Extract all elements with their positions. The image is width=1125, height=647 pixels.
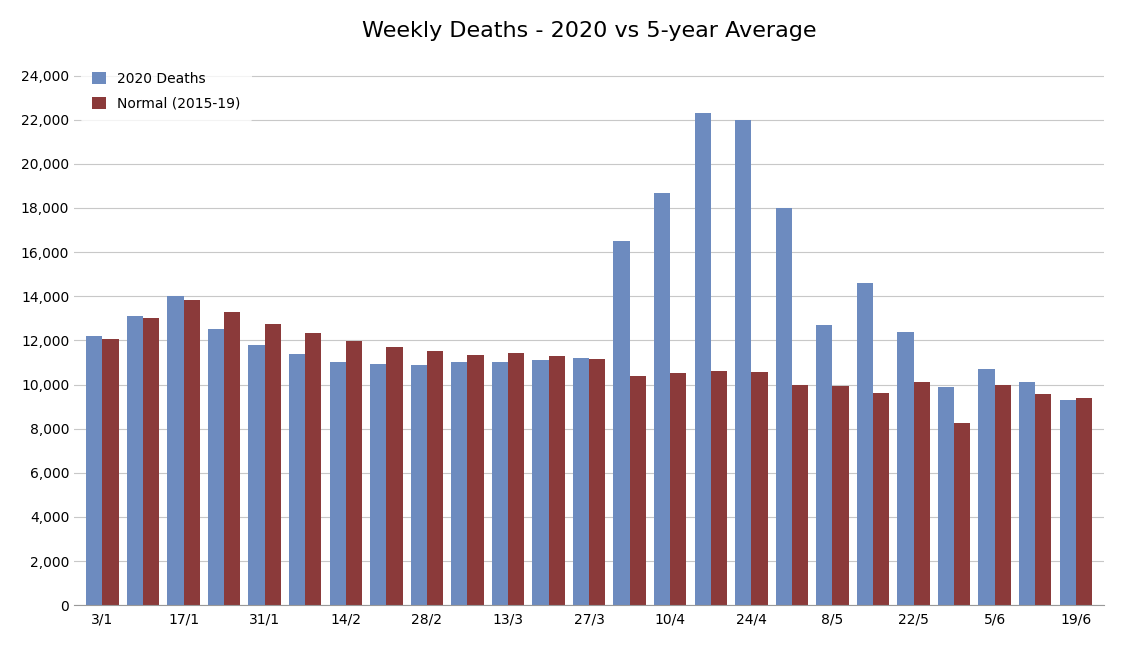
Bar [468, 355, 484, 605]
Bar [954, 423, 971, 605]
Bar [451, 362, 468, 605]
Bar [208, 329, 224, 605]
Bar [224, 312, 241, 605]
Bar [994, 384, 1011, 605]
Bar [249, 345, 264, 605]
Bar [914, 382, 929, 605]
Bar [102, 339, 118, 605]
Bar [143, 318, 160, 605]
Bar [979, 369, 994, 605]
Bar [817, 325, 832, 605]
Bar [1076, 398, 1092, 605]
Bar [832, 386, 848, 605]
Bar [370, 364, 386, 605]
Bar [792, 384, 808, 605]
Bar [508, 353, 524, 605]
Bar [289, 354, 305, 605]
Bar [613, 241, 630, 605]
Bar [532, 360, 549, 605]
Bar [670, 373, 686, 605]
Bar [775, 208, 792, 605]
Bar [711, 371, 727, 605]
Bar [735, 120, 752, 605]
Legend: 2020 Deaths, Normal (2015-19): 2020 Deaths, Normal (2015-19) [81, 60, 252, 122]
Bar [938, 387, 954, 605]
Bar [573, 358, 590, 605]
Bar [857, 283, 873, 605]
Bar [898, 331, 914, 605]
Bar [426, 351, 443, 605]
Bar [492, 362, 508, 605]
Bar [694, 113, 711, 605]
Bar [168, 296, 183, 605]
Bar [873, 393, 889, 605]
Bar [1035, 395, 1052, 605]
Bar [630, 376, 646, 605]
Bar [345, 342, 362, 605]
Bar [590, 359, 605, 605]
Bar [183, 300, 200, 605]
Bar [752, 373, 767, 605]
Bar [654, 193, 670, 605]
Bar [1019, 382, 1035, 605]
Bar [264, 324, 281, 605]
Bar [1060, 400, 1076, 605]
Bar [549, 356, 565, 605]
Title: Weekly Deaths - 2020 vs 5-year Average: Weekly Deaths - 2020 vs 5-year Average [362, 21, 817, 41]
Bar [305, 333, 322, 605]
Bar [330, 362, 345, 605]
Bar [87, 336, 102, 605]
Bar [127, 316, 143, 605]
Bar [386, 347, 403, 605]
Bar [411, 365, 426, 605]
